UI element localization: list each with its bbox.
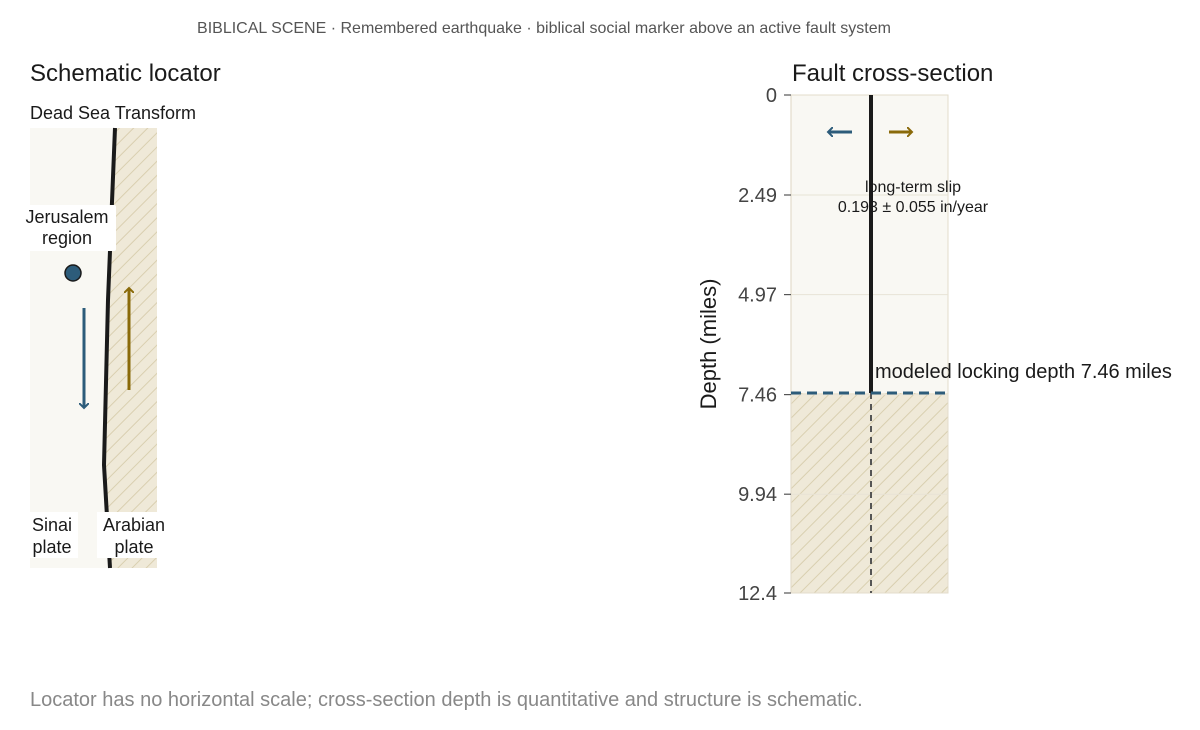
depth-tick-label: 7.46 <box>738 385 777 407</box>
slip-label-line1: long-term slip <box>865 179 961 196</box>
arabian-label-box <box>97 512 171 558</box>
sinai-label-line2: plate <box>32 537 71 557</box>
city-label-box <box>18 205 116 251</box>
depth-tick-label: 2.49 <box>738 185 777 207</box>
figure-subtitle: BIBLICAL SCENE · Remembered earthquake ·… <box>197 20 891 37</box>
cross-section-title: Fault cross-section <box>792 60 993 87</box>
depth-tick-label: 9.94 <box>738 484 777 506</box>
city-label-line1: Jerusalem <box>25 207 108 227</box>
depth-tick-label: 4.97 <box>738 285 777 307</box>
footer-note: Locator has no horizontal scale; cross-s… <box>30 689 863 711</box>
depth-tick-label: 12.4 <box>738 583 777 605</box>
sinai-label-box <box>28 512 78 558</box>
sinai-label-line1: Sinai <box>32 515 72 535</box>
fault-label: Dead Sea Transform <box>30 103 196 123</box>
locking-depth-label: modeled locking depth 7.46 miles <box>875 361 1172 383</box>
slip-label-line2: 0.193 ± 0.055 in/year <box>838 199 989 216</box>
cross-section-locked-zone <box>791 393 948 593</box>
arabian-label-line2: plate <box>114 537 153 557</box>
city-label-line2: region <box>42 228 92 248</box>
cross-section-panel: Fault cross-section 0 2.49 4.97 7.46 9.94 12.… <box>696 60 1172 605</box>
depth-axis-label: Depth (miles) <box>696 279 721 410</box>
depth-axis: 0 2.49 4.97 7.46 9.94 12.4 <box>738 85 792 605</box>
jerusalem-marker <box>64 264 82 282</box>
locator-title: Schematic locator <box>30 60 221 87</box>
depth-tick-label: 0 <box>766 85 777 107</box>
locator-panel: Schematic locator Dead Sea Transform Jer… <box>18 60 221 569</box>
arabian-label-line1: Arabian <box>103 515 165 535</box>
